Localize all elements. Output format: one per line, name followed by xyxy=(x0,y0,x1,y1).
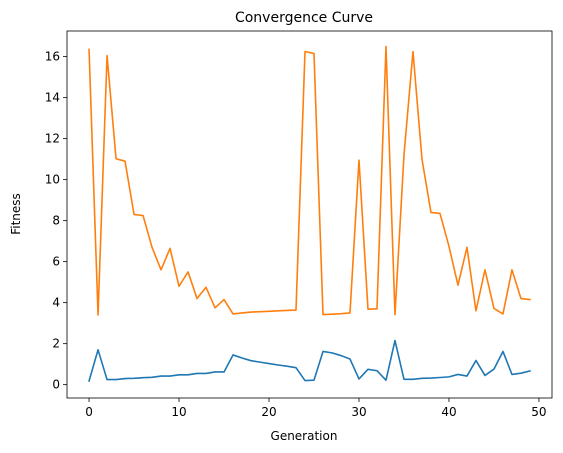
x-tick-label: 50 xyxy=(531,405,546,419)
x-tick-label: 30 xyxy=(351,405,366,419)
x-tick-label: 0 xyxy=(85,405,93,419)
y-tick-label: 0 xyxy=(52,378,60,392)
y-tick-label: 14 xyxy=(45,91,60,105)
y-tick-label: 16 xyxy=(45,50,60,64)
plot-frame xyxy=(66,30,553,399)
y-tick-label: 6 xyxy=(52,255,60,269)
series-line-1 xyxy=(88,339,531,382)
y-tick-label: 8 xyxy=(52,214,60,228)
x-axis-title: Generation xyxy=(271,429,338,443)
y-tick-label: 12 xyxy=(45,132,60,146)
x-tick-label: 40 xyxy=(441,405,456,419)
chart-title: Convergence Curve xyxy=(235,10,373,26)
y-tick-label: 4 xyxy=(52,296,60,310)
x-tick-label: 10 xyxy=(171,405,186,419)
series-line-2 xyxy=(88,45,531,316)
x-tick-label: 20 xyxy=(261,405,276,419)
y-axis-title: Fitness xyxy=(9,193,23,235)
y-tick-label: 2 xyxy=(52,337,60,351)
axes: 0 10 20 30 40 50 0 2 4 6 8 10 12 14 16 xyxy=(45,30,553,419)
plot-area xyxy=(88,45,531,382)
y-tick-label: 10 xyxy=(45,173,60,187)
